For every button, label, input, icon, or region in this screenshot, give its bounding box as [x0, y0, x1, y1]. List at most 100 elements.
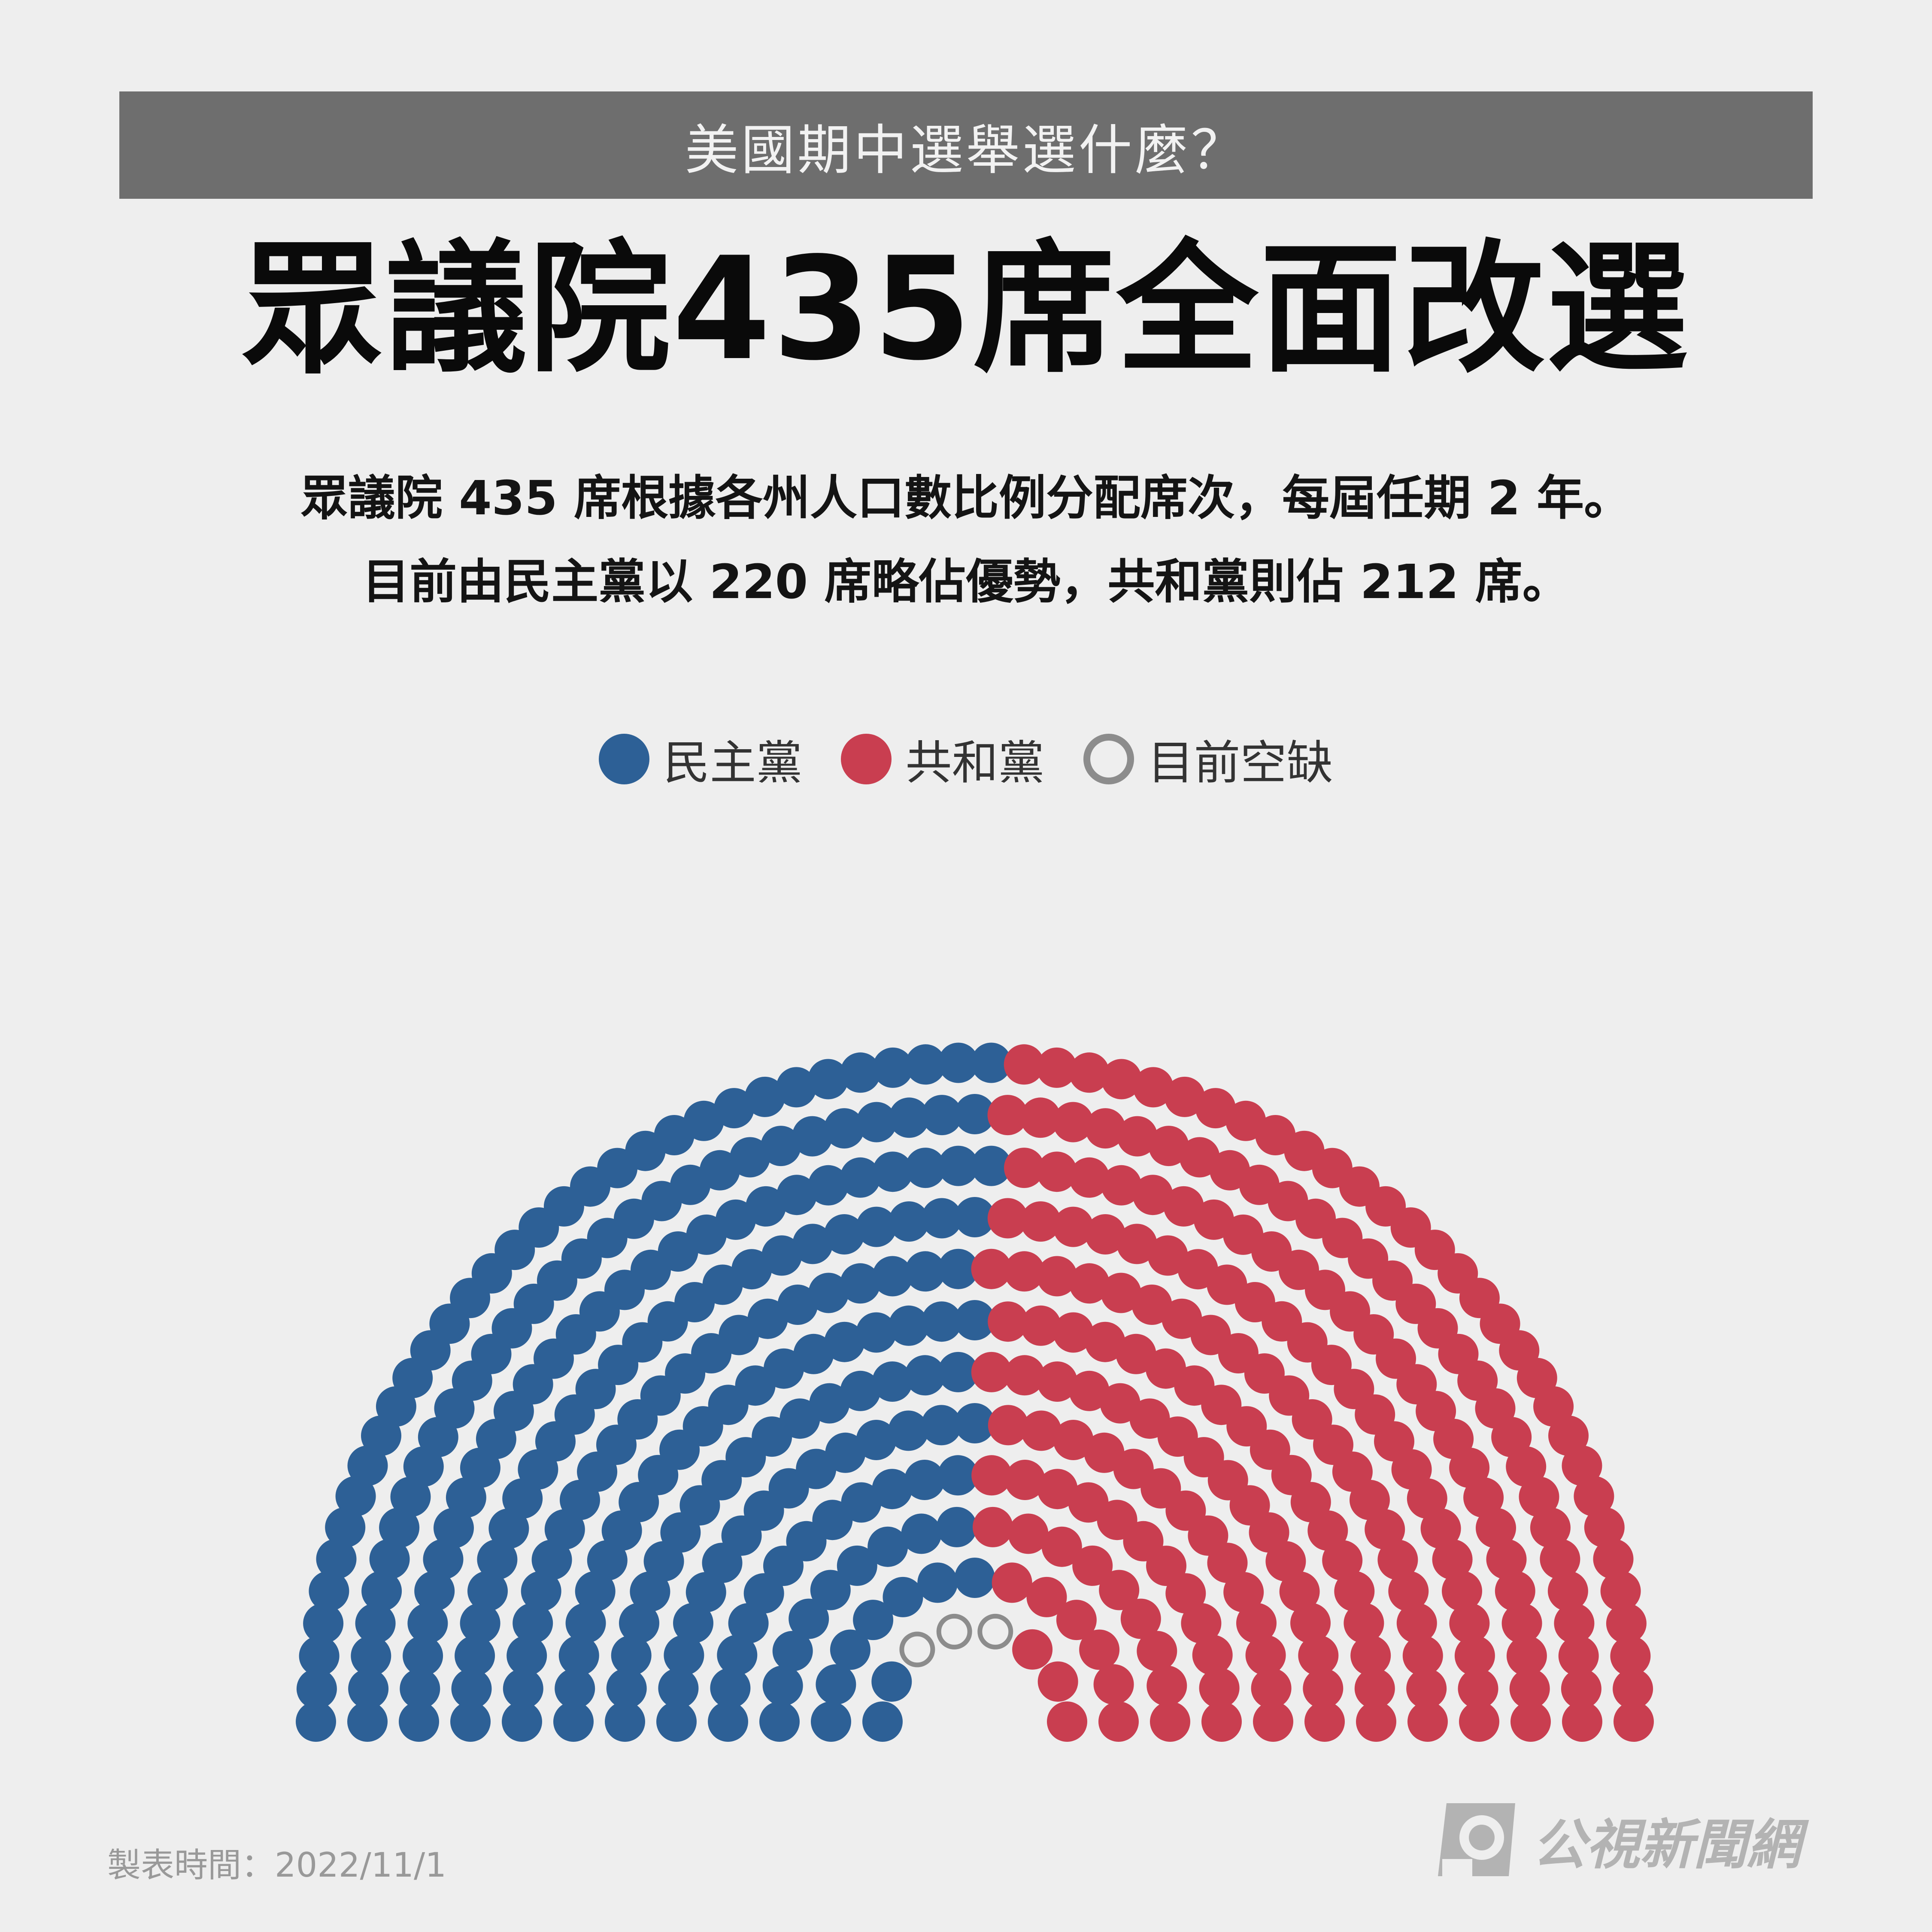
seat-republican: [1053, 1420, 1094, 1460]
seat-democrat: [971, 1145, 1012, 1186]
seat-democrat: [664, 1635, 704, 1676]
seat-democrat: [872, 1151, 913, 1192]
seat-republican: [1344, 1603, 1384, 1643]
seat-republican: [1486, 1539, 1527, 1580]
seat-republican: [1406, 1668, 1447, 1709]
seat-democrat: [856, 1420, 897, 1460]
seat-democrat: [714, 1088, 755, 1129]
seat-republican: [971, 1249, 1012, 1289]
seat-republican: [1099, 1570, 1140, 1610]
seat-democrat: [658, 1668, 699, 1709]
seat-democrat: [708, 1701, 748, 1742]
seat-democrat: [555, 1668, 595, 1709]
seat-democrat: [558, 1635, 599, 1676]
seat-republican: [1600, 1571, 1641, 1611]
seat-democrat: [808, 1273, 849, 1313]
seat-republican: [1137, 1631, 1177, 1671]
seat-republican: [1245, 1635, 1286, 1676]
seat-republican: [1163, 1186, 1204, 1227]
seat-republican: [1476, 1508, 1516, 1549]
seat-republican: [1181, 1603, 1222, 1643]
seat-republican: [988, 1301, 1028, 1342]
seat-democrat: [351, 1636, 391, 1676]
seat-democrat: [872, 1469, 913, 1510]
seat-republican: [987, 1095, 1028, 1136]
seat-democrat: [507, 1635, 547, 1676]
seat-democrat: [825, 1432, 866, 1473]
seat-republican: [1201, 1701, 1242, 1742]
seat-republican: [1146, 1665, 1187, 1706]
logo-text: 公視新聞網: [1532, 1814, 1801, 1876]
seat-democrat: [467, 1571, 508, 1611]
seat-republican: [1101, 1273, 1141, 1313]
seat-democrat: [777, 1285, 818, 1325]
seat-republican: [1165, 1573, 1206, 1614]
seat-democrat: [921, 1405, 962, 1446]
seat-republican: [1026, 1577, 1067, 1617]
seat-republican: [1354, 1668, 1395, 1709]
seat-democrat: [955, 1300, 995, 1340]
seat-democrat: [619, 1603, 659, 1643]
seat-democrat: [808, 1165, 849, 1206]
seat-democrat: [296, 1701, 336, 1742]
seat-democrat: [699, 1150, 740, 1191]
seat-democrat: [840, 1263, 881, 1304]
seat-republican: [1432, 1539, 1473, 1580]
seat-democrat: [606, 1668, 647, 1709]
banner-text: 美國期中選舉選什麼？: [685, 119, 1247, 182]
legend-item-vacant: 目前空缺: [1083, 726, 1333, 793]
seat-republican: [988, 1405, 1028, 1446]
seat-vacant: [899, 1631, 935, 1668]
seat-democrat: [605, 1701, 645, 1742]
seat-republican: [1458, 1668, 1498, 1709]
seat-republican: [1554, 1603, 1595, 1644]
seat-democrat: [840, 1052, 881, 1093]
seat-democrat: [728, 1603, 769, 1643]
seat-republican: [1298, 1635, 1339, 1676]
seat-republican: [1053, 1312, 1094, 1353]
seat-democrat: [575, 1571, 616, 1612]
seat-democrat: [747, 1298, 788, 1339]
seat-republican: [1519, 1476, 1559, 1517]
seat-democrat: [883, 1577, 923, 1617]
seat-democrat: [792, 1224, 833, 1264]
seat-democrat: [361, 1571, 402, 1611]
seat-republican: [1053, 1206, 1094, 1247]
seat-democrat: [840, 1370, 881, 1411]
seat-republican: [1574, 1476, 1614, 1516]
seat-democrat: [730, 1137, 770, 1178]
seat-republican: [1396, 1603, 1437, 1643]
seat-republican: [1495, 1571, 1535, 1611]
seat-democrat: [830, 1629, 870, 1670]
seat-democrat: [937, 1455, 978, 1496]
seat-republican: [1506, 1446, 1547, 1487]
seat-democrat: [917, 1562, 958, 1603]
pts-logo-icon: [1438, 1803, 1515, 1876]
seat-republican: [1037, 1256, 1077, 1297]
seat-republican: [1562, 1445, 1602, 1486]
seat-republican: [1377, 1540, 1418, 1580]
seat-democrat: [717, 1634, 758, 1675]
seat-democrat: [889, 1097, 929, 1138]
page-title: 眾議院435席全面改選: [242, 227, 1690, 392]
seat-democrat: [710, 1668, 751, 1708]
seat-republican: [1584, 1507, 1625, 1548]
description-line-2: 目前由民主黨以 220 席略佔優勢，共和黨則佔 212 席。: [362, 554, 1570, 609]
seat-democrat: [423, 1539, 464, 1580]
seat-republican: [1037, 1469, 1078, 1510]
seat-democrat: [871, 1661, 912, 1702]
seat-republican: [1117, 1116, 1158, 1157]
seat-democrat: [553, 1701, 594, 1742]
seat-republican: [1079, 1629, 1120, 1670]
seat-republican: [1101, 1059, 1142, 1100]
seat-republican: [992, 1562, 1032, 1603]
seat-republican: [1322, 1540, 1363, 1581]
seat-democrat: [904, 1460, 945, 1500]
seat-republican: [1510, 1701, 1551, 1742]
seat-democrat: [811, 1701, 851, 1742]
seat-republican: [1509, 1668, 1550, 1709]
seat-democrat: [808, 1059, 849, 1100]
seat-democrat: [403, 1635, 443, 1676]
seat-republican: [971, 1352, 1012, 1392]
